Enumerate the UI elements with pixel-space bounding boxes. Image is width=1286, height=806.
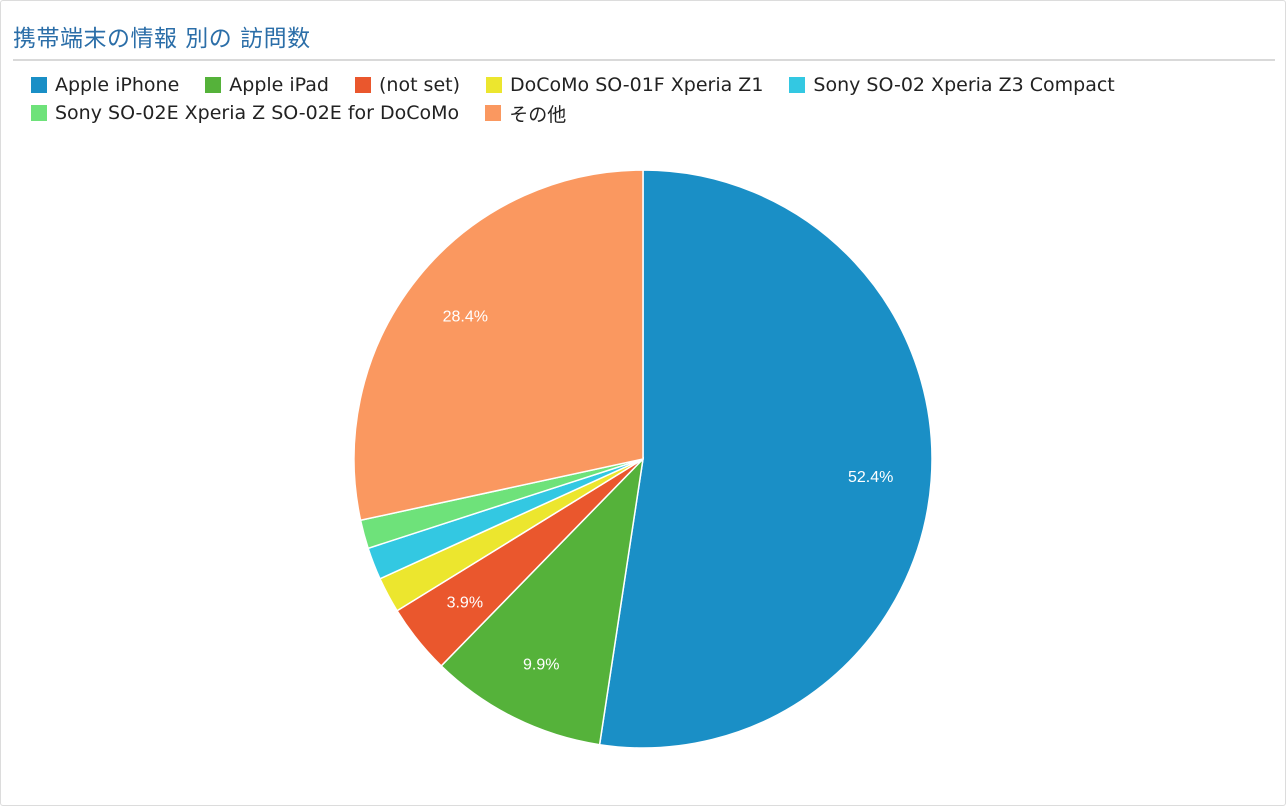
slice-label-not-set: 3.9% [447,595,483,612]
legend-label: (not set) [378,74,461,96]
legend-label: DoCoMo SO-01F Xperia Z1 [510,74,764,96]
pie-slice-apple-ipad[interactable] [440,456,645,746]
legend-item-docomo-xperia-z1[interactable]: DoCoMo SO-01F Xperia Z1 [486,74,763,96]
pie-slice-other[interactable] [353,169,644,522]
legend-item-other[interactable]: その他 [485,100,566,127]
legend-row-1: Apple iPhone Apple iPad (not set) DoCoMo… [31,71,1271,99]
pie-slice-apple-iphone[interactable] [598,169,933,749]
legend-swatch [31,105,47,121]
legend-item-apple-ipad[interactable]: Apple iPad [205,74,329,96]
pie-labels: 52.4% 9.9% 3.9% 28.4% [443,309,894,674]
pie-slices [353,169,933,749]
slice-label-apple-ipad: 9.9% [523,656,559,673]
legend: Apple iPhone Apple iPad (not set) DoCoMo… [31,71,1271,127]
title-divider [13,59,1275,61]
legend-item-apple-iphone[interactable]: Apple iPhone [31,74,179,96]
slice-label-apple-iphone: 52.4% [848,469,893,486]
legend-label: Apple iPhone [55,74,180,96]
legend-swatch [31,77,47,93]
legend-item-not-set[interactable]: (not set) [354,74,461,96]
legend-item-sony-xperia-z3-compact[interactable]: Sony SO-02 Xperia Z3 Compact [789,74,1115,96]
legend-swatch [205,77,222,93]
legend-item-sony-xperia-z[interactable]: Sony SO-02E Xperia Z SO-02E for DoCoMo [31,102,459,124]
legend-swatch [789,77,806,93]
legend-label: その他 [509,103,567,126]
legend-row-2: Sony SO-02E Xperia Z SO-02E for DoCoMo そ… [31,99,1271,127]
legend-label: Apple iPad [229,74,329,96]
legend-swatch [485,105,502,121]
legend-swatch [486,77,503,93]
chart-title: 携帯端末の情報 別の 訪問数 [13,26,311,52]
slice-label-other: 28.4% [443,309,488,326]
legend-label: Sony SO-02E Xperia Z SO-02E for DoCoMo [55,102,460,124]
legend-label: Sony SO-02 Xperia Z3 Compact [813,74,1115,96]
legend-swatch [354,77,371,93]
